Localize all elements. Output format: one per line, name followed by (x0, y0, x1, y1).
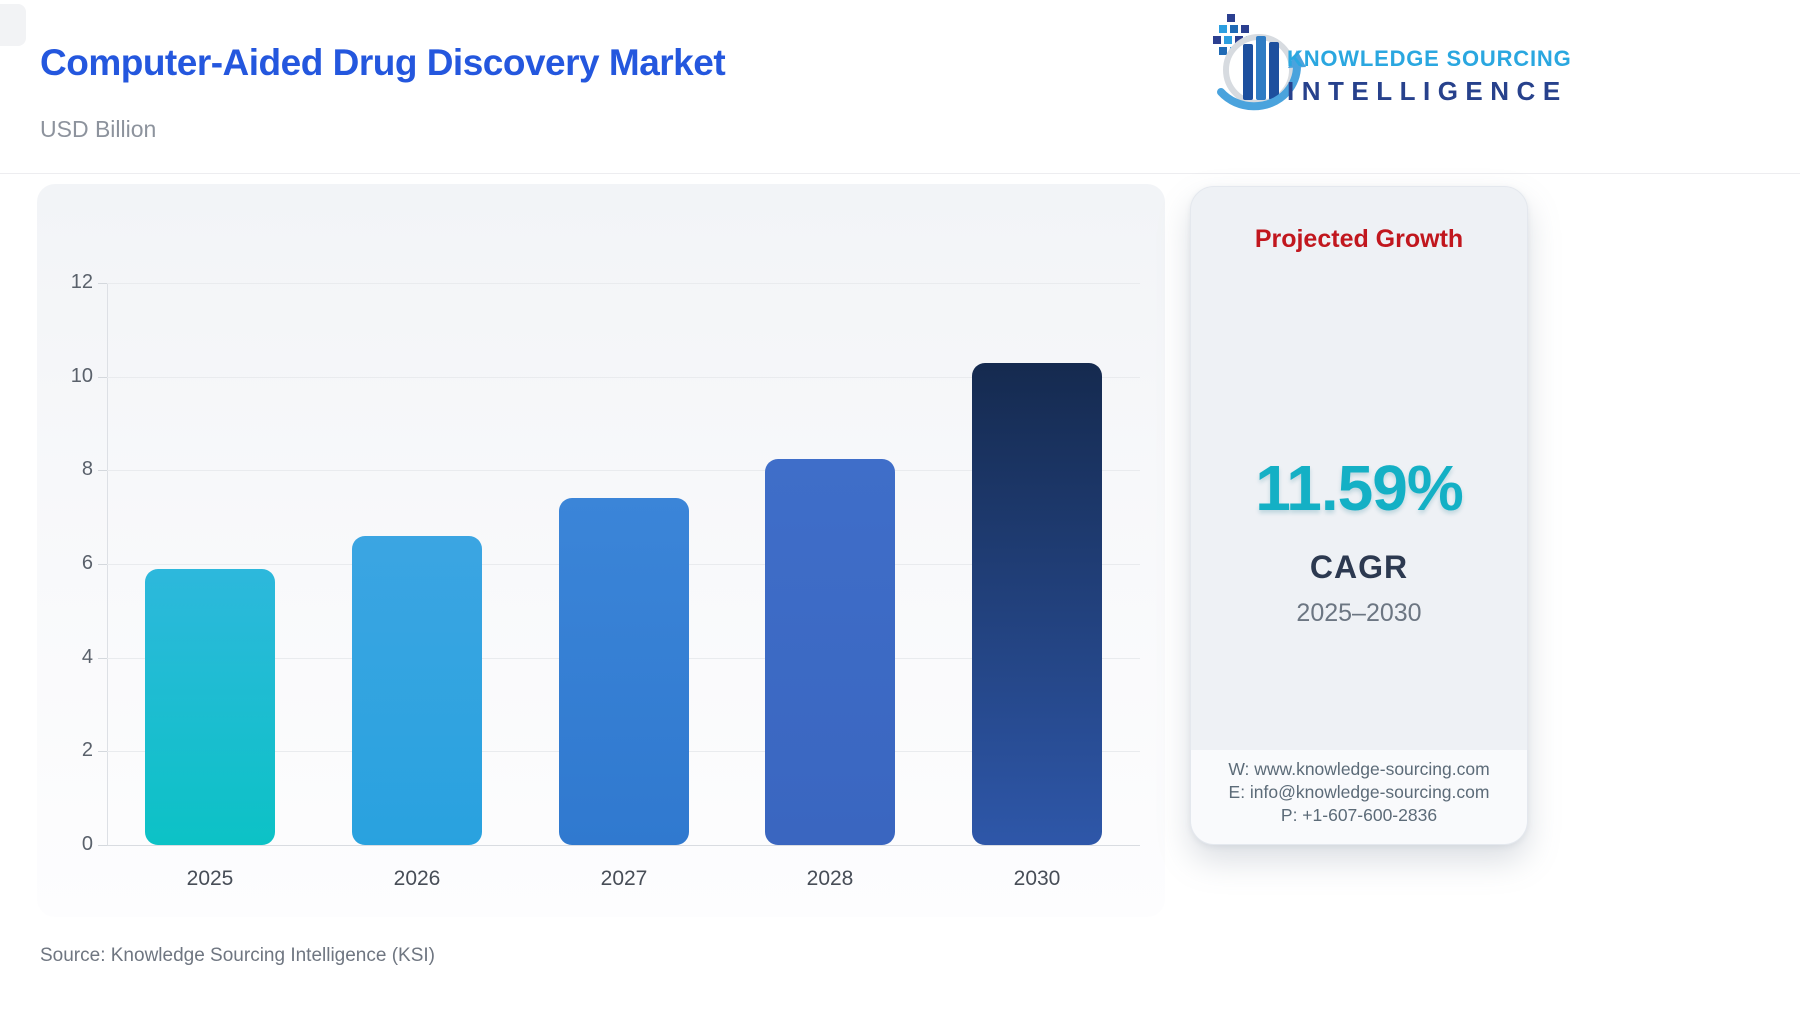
projected-growth-panel: Projected Growth 11.59% CAGR 2025–2030 W… (1190, 186, 1528, 845)
x-tick-label-2027: 2027 (600, 867, 648, 890)
page-title: Computer-Aided Drug Discovery Market (40, 42, 726, 83)
knowledge-sourcing-logo-icon (1213, 14, 1306, 111)
contact-email: E: info@knowledge-sourcing.com (1228, 782, 1490, 802)
cagr-period: 2025–2030 (1296, 599, 1422, 627)
x-axis-line (107, 845, 1140, 846)
source-note: Source: Knowledge Sourcing Intelligence … (40, 945, 436, 966)
x-tick-label-2030: 2030 (1013, 867, 1061, 890)
corner-decoration (0, 4, 26, 46)
y-tick-0 (98, 845, 107, 846)
y-tick-label-2: 2 (81, 739, 93, 761)
panel-title: Projected Growth (1254, 225, 1464, 253)
y-tick-label-0: 0 (81, 833, 93, 855)
bar-2030 (972, 363, 1102, 845)
gridline-8 (107, 470, 1140, 471)
y-tick-4 (98, 658, 107, 659)
gridline-10 (107, 377, 1140, 378)
y-tick-10 (98, 377, 107, 378)
contact-block: W: www.knowledge-sourcing.com E: info@kn… (1191, 750, 1527, 844)
bar-2025 (145, 569, 275, 845)
bar-chart-plot-area: 0 2 4 6 8 10 12 2025 2026 2027 2028 2030 (71, 271, 1140, 890)
y-tick-label-4: 4 (81, 646, 93, 668)
gridline-12 (107, 283, 1140, 284)
y-tick-12 (98, 283, 107, 284)
logo-line1: KNOWLEDGE SOURCING (1287, 46, 1572, 71)
x-tick-label-2028: 2028 (806, 867, 854, 890)
y-tick-label-6: 6 (81, 552, 93, 574)
knowledge-sourcing-logo-text: KNOWLEDGE SOURCING INTELLIGENCE (1287, 46, 1572, 107)
y-tick-8 (98, 470, 107, 471)
cagr-value: 11.59% (1255, 452, 1464, 524)
contact-website: W: www.knowledge-sourcing.com (1228, 759, 1490, 779)
bar-2027 (559, 498, 689, 845)
y-tick-label-10: 10 (70, 365, 93, 387)
x-tick-label-2026: 2026 (393, 867, 441, 890)
y-tick-2 (98, 751, 107, 752)
contact-phone: P: +1-607-600-2836 (1280, 805, 1438, 825)
header-divider (0, 173, 1800, 174)
y-tick-label-12: 12 (70, 271, 93, 293)
cagr-label: CAGR (1309, 549, 1409, 585)
x-tick-label-2025: 2025 (186, 867, 234, 890)
y-tick-6 (98, 564, 107, 565)
y-tick-label-8: 8 (81, 458, 93, 480)
bar-2028 (765, 459, 895, 845)
axis-unit-label: USD Billion (40, 116, 157, 142)
bar-2026 (352, 536, 482, 845)
logo-line2: INTELLIGENCE (1287, 76, 1568, 106)
